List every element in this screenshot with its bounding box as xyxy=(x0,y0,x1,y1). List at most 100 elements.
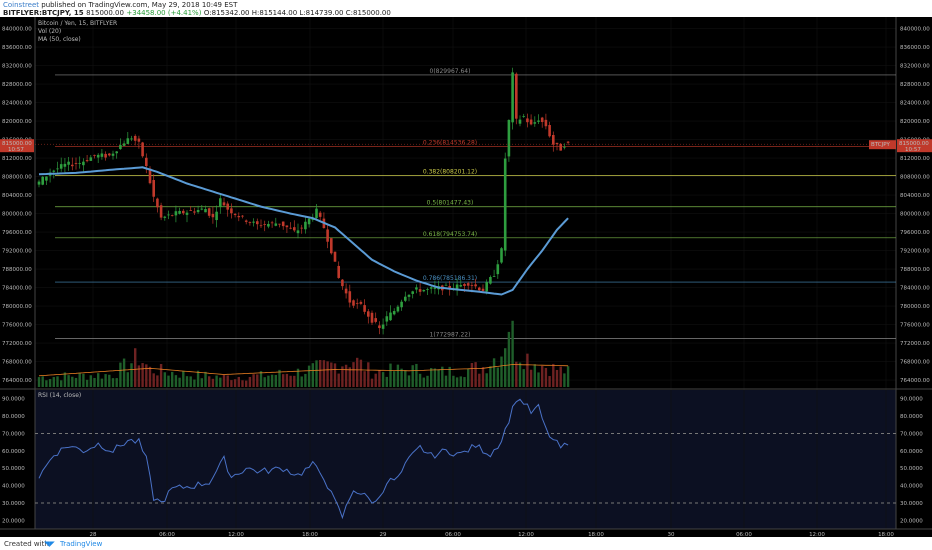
candle-body xyxy=(566,141,570,143)
volume-bar xyxy=(259,371,263,387)
volume-bar xyxy=(504,348,507,387)
price-tick-label: 828000.00 xyxy=(900,82,930,88)
candle-body xyxy=(93,154,96,156)
candle-body xyxy=(544,119,548,127)
volume-bar xyxy=(389,363,392,387)
volume-bar xyxy=(311,363,314,387)
price-tick-label: 788000.00 xyxy=(2,267,32,273)
volume-bar xyxy=(189,376,192,387)
candle-body xyxy=(215,211,218,221)
candle-body xyxy=(374,318,377,322)
volume-bar xyxy=(226,375,229,387)
last-price: 815000.00 xyxy=(86,9,124,17)
price-tick-label: 796000.00 xyxy=(900,230,930,236)
volume-bar xyxy=(378,370,381,387)
rsi-tick-label: 70.0000 xyxy=(2,431,25,437)
volume-bar xyxy=(348,367,351,387)
volume-bar xyxy=(396,364,400,387)
candle-body xyxy=(67,161,70,165)
rsi-tick-label: 60.0000 xyxy=(900,449,923,455)
price-tick-label: 776000.00 xyxy=(900,323,930,329)
volume-bar xyxy=(367,362,370,387)
price-tick-label: 772000.00 xyxy=(2,341,32,347)
volume-bar xyxy=(430,368,433,387)
volume-bar xyxy=(211,378,215,387)
candle-body xyxy=(426,289,429,290)
volume-bar xyxy=(252,374,255,387)
candle-body xyxy=(448,285,451,289)
price-tick-label: 836000.00 xyxy=(2,45,32,51)
price-tick-label: 764000.00 xyxy=(2,378,32,384)
rsi-line[interactable] xyxy=(38,398,569,520)
volume-bar xyxy=(204,371,207,387)
volume-bar xyxy=(356,357,359,387)
candle-body xyxy=(318,212,322,217)
volume-bar xyxy=(478,373,481,387)
candle-body xyxy=(455,284,459,290)
y-axis-left[interactable]: 840000.00 836000.00 832000.00 828000.00 8240… xyxy=(2,27,32,525)
candle-body xyxy=(389,312,392,321)
candle-body xyxy=(315,208,318,219)
chart-canvas[interactable]: 0(829967.64) 0.236(814536.28) 0.382(808201… xyxy=(0,17,932,537)
fib-level-label: 0(829967.64) xyxy=(430,68,471,75)
volume-bar xyxy=(441,366,444,387)
ma-line[interactable] xyxy=(38,166,569,296)
volume-bar xyxy=(89,375,92,387)
volume-bar xyxy=(56,376,59,387)
rsi-tick-label: 80.0000 xyxy=(2,414,25,420)
candle-body xyxy=(344,288,348,294)
volume-bar xyxy=(333,363,337,387)
candle-body xyxy=(222,202,226,206)
candle-body xyxy=(496,264,500,275)
candle-body xyxy=(359,301,363,304)
volume-bar xyxy=(363,371,366,387)
author-link[interactable]: Coinstreet xyxy=(3,1,40,9)
rsi-tick-label: 40.0000 xyxy=(900,484,923,490)
price-tick-label: 832000.00 xyxy=(2,64,32,70)
candle-body xyxy=(363,305,366,312)
rsi-indicator-label[interactable]: RSI (14, close) xyxy=(38,392,81,399)
volume-bar xyxy=(319,360,322,387)
candlestick-series[interactable] xyxy=(37,67,570,335)
volume-bar xyxy=(522,369,525,387)
volume-bar xyxy=(381,372,385,387)
candle-body xyxy=(370,312,374,323)
rsi-band-fill xyxy=(35,390,896,529)
price-tick-label: 784000.00 xyxy=(2,286,32,292)
volume-bar xyxy=(171,371,174,387)
candle-body xyxy=(526,118,529,123)
volume-bar xyxy=(418,373,422,387)
rsi-tick-label: 90.0000 xyxy=(900,397,923,403)
price-tick-label: 836000.00 xyxy=(900,45,930,51)
volume-ma-line xyxy=(38,364,569,377)
volume-bar xyxy=(222,374,226,387)
volume-bar xyxy=(119,362,122,387)
volume-bar xyxy=(322,360,326,387)
rsi-tick-label: 30.0000 xyxy=(2,501,25,507)
candle-body xyxy=(400,301,403,308)
published-text: published on TradingView.com, May 29, 20… xyxy=(39,1,238,9)
candle-body xyxy=(85,160,89,162)
volume-bar xyxy=(463,377,466,387)
price-tick-label: 820000.00 xyxy=(900,119,930,125)
volume-bar xyxy=(152,373,155,387)
fibonacci-levels[interactable]: 0(829967.64) 0.236(814536.28) 0.382(808201… xyxy=(55,68,896,339)
price-tick-label: 800000.00 xyxy=(2,212,32,218)
time-axis[interactable]: 28 06:00 12:00 18:00 29 06:00 12:00 18:00 30 06:0… xyxy=(90,532,895,537)
volume-bar xyxy=(167,375,170,387)
volume-bar xyxy=(300,376,303,387)
price-tick-label: 812000.00 xyxy=(900,156,930,162)
candle-body xyxy=(392,311,396,315)
volume-bar xyxy=(74,377,78,387)
candle-body xyxy=(285,225,289,228)
candle-body xyxy=(444,284,448,286)
volume-bar xyxy=(126,372,129,387)
candle-body xyxy=(200,208,204,210)
volume-bar xyxy=(215,375,218,387)
volume-indicator-label[interactable]: Vol (20) xyxy=(38,28,61,35)
tradingview-brand[interactable]: TradingView xyxy=(60,540,103,548)
ma-indicator-label[interactable]: MA (50, close) xyxy=(38,36,81,43)
volume-bar xyxy=(518,362,522,387)
candle-body xyxy=(108,153,111,156)
